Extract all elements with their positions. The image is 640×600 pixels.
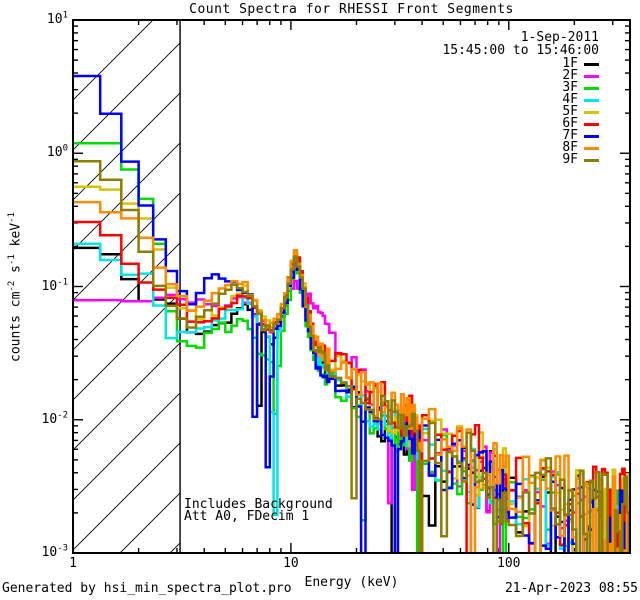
legend-label: 9F <box>562 152 578 167</box>
legend-color-swatch <box>584 98 599 102</box>
y-tick-label: 10-3 <box>41 543 69 560</box>
y-tick-label: 10-2 <box>41 410 69 427</box>
legend-label: 2F <box>562 68 578 83</box>
legend-label: 8F <box>562 140 578 155</box>
observation-date: 1-Sep-2011 <box>520 30 599 45</box>
annotation-includes-background: Includes Background <box>184 497 333 512</box>
legend-label: 5F <box>562 104 578 119</box>
legend-item-2F: 2F <box>562 68 599 83</box>
spectrum-curve-9F <box>73 159 630 553</box>
legend-item-5F: 5F <box>562 104 599 119</box>
observation-time-range: 15:45:00 to 15:46:00 <box>442 43 599 58</box>
y-axis-title-part: -1 <box>7 212 18 223</box>
legend-label: 3F <box>562 80 578 95</box>
plot-frame <box>72 19 631 554</box>
legend: 1F 2F 3F 4F 5F 6F 7F 8F 9F <box>562 56 599 167</box>
legend-item-9F: 9F <box>562 152 599 167</box>
y-axis-title-part: counts cm <box>8 291 24 362</box>
y-tick-label: 101 <box>46 10 68 27</box>
x-tick-label: 100 <box>497 556 521 571</box>
y-axis-title-part: keV <box>8 222 24 255</box>
legend-color-swatch <box>584 62 599 66</box>
footer-generator-credit: Generated by hsi_min_spectra_plot.pro <box>2 581 292 596</box>
spectra-curves <box>73 74 630 553</box>
legend-color-swatch <box>584 158 599 162</box>
legend-color-swatch <box>584 110 599 114</box>
legend-color-swatch <box>584 74 599 78</box>
legend-item-3F: 3F <box>562 80 599 95</box>
legend-color-swatch <box>584 134 599 138</box>
annotation-attenuator-state: Att A0, FDecim 1 <box>184 509 310 524</box>
y-axis-title-part: -1 <box>7 254 18 266</box>
legend-label: 6F <box>562 116 578 131</box>
footer-generated-timestamp: 21-Apr-2023 08:55 <box>504 581 638 596</box>
spectrum-curve-7F <box>73 74 630 553</box>
x-tick-label: 1 <box>69 556 77 571</box>
legend-item-6F: 6F <box>562 116 599 131</box>
x-axis-title: Energy (keV) <box>304 575 399 590</box>
y-tick-label: 100 <box>46 143 68 161</box>
legend-item-4F: 4F <box>562 92 599 107</box>
legend-color-swatch <box>584 146 599 150</box>
legend-label: 7F <box>562 128 578 143</box>
legend-color-swatch <box>584 122 599 126</box>
legend-label: 4F <box>562 92 578 107</box>
legend-item-8F: 8F <box>562 140 599 155</box>
x-tick-label: 10 <box>283 556 299 571</box>
legend-item-7F: 7F <box>562 128 599 143</box>
legend-label: 1F <box>562 56 578 71</box>
page-title: Count Spectra for RHESSI Front Segments <box>189 2 514 17</box>
y-tick-label: 10-1 <box>41 277 69 294</box>
legend-item-1F: 1F <box>562 56 599 71</box>
legend-color-swatch <box>584 86 599 90</box>
